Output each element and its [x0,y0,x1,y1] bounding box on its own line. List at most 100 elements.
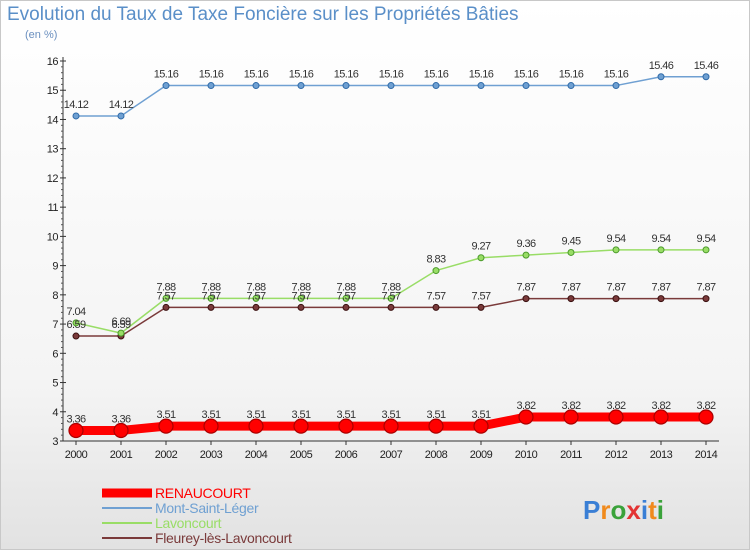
data-label: 7.87 [696,282,715,294]
series-2 [72,246,710,337]
x-tick-label: 2004 [245,449,268,461]
data-point [702,246,710,254]
data-label: 9.54 [696,233,715,245]
y-tick-label: 3 [52,436,58,448]
data-point [387,294,395,302]
data-label: 15.46 [649,60,674,72]
data-label: 3.82 [696,400,715,412]
data-point [158,418,174,434]
data-label: 3.51 [336,409,355,421]
data-label: 7.87 [606,282,625,294]
x-tick-label: 2003 [200,449,223,461]
data-label: 15.16 [559,69,584,81]
data-point [698,409,714,425]
data-point [293,418,309,434]
data-label: 7.04 [66,306,85,318]
data-point [252,303,260,311]
data-label: 7.88 [246,281,265,293]
data-point [657,246,665,254]
data-point [297,294,305,302]
data-point [342,294,350,302]
data-label: 15.16 [514,69,539,81]
logo-text: Proxiti [583,495,664,525]
data-point [162,82,170,90]
y-tick-label: 6 [52,348,58,360]
data-label: 7.87 [516,282,535,294]
x-tick-label: 2005 [290,449,313,461]
legend-swatch [102,507,152,509]
data-label: 9.54 [606,233,625,245]
data-point [72,319,80,327]
series-labels-2: 7.04 6.69 7.88 7.88 7.88 7.88 7.88 7.88 8.83 9.27… [66,233,716,328]
data-label: 3.82 [606,400,625,412]
data-label: 7.88 [291,281,310,293]
legend-swatch [102,488,152,498]
data-point [113,422,129,439]
data-label: 3.36 [66,413,85,425]
data-point [702,295,710,303]
x-tick-label: 2010 [515,449,538,461]
data-label: 3.51 [156,409,175,421]
x-tick-label: 2009 [470,449,493,461]
legend-label: Fleurey-lès-Lavoncourt [155,530,292,546]
legend: RENAUCOURTMont-Saint-LégerLavoncourtFleu… [102,485,292,546]
data-point [612,295,620,303]
y-tick-label: 7 [52,319,58,331]
data-point [522,295,530,303]
axes: 3 4 5 6 7 8 9 10 11 12 13 14 15 16 2000 2001 2002 2003 200… [47,56,719,461]
x-tick-label: 2013 [650,449,673,461]
legend-swatch [102,522,152,524]
x-tick-label: 2002 [155,449,178,461]
data-label: 3.51 [291,409,310,421]
data-label: 7.57 [471,290,490,302]
data-label: 8.83 [426,254,445,266]
data-point [162,294,170,302]
data-point [612,82,620,90]
data-label: 7.57 [201,290,220,302]
data-label: 15.16 [604,69,629,81]
y-tick-label: 16 [47,56,59,68]
chart-unit-label: (en %) [25,29,58,41]
data-point [342,82,350,90]
data-label: 3.82 [651,400,670,412]
data-point [297,82,305,90]
y-tick-label: 8 [52,290,58,302]
data-label: 6.59 [66,319,85,331]
data-label: 14.12 [109,99,134,111]
data-point [477,82,485,90]
data-point [68,422,84,439]
data-point [383,418,399,434]
data-label: 3.82 [561,400,580,412]
x-tick-label: 2000 [65,449,88,461]
data-label: 7.57 [381,290,400,302]
data-point [387,82,395,90]
data-label: 3.51 [201,409,220,421]
data-label: 7.57 [336,290,355,302]
data-point [432,82,440,90]
data-label: 7.88 [381,281,400,293]
data-point [428,418,444,434]
x-tick-label: 2006 [335,449,358,461]
data-point [522,82,530,90]
chart-title: Evolution du Taux de Taxe Foncière sur l… [7,4,519,25]
data-point [567,82,575,90]
legend-entry: Fleurey-lès-Lavoncourt [102,530,292,546]
data-point [477,303,485,311]
data-point [473,418,489,434]
data-label: 6.69 [111,316,130,328]
data-point [248,418,264,434]
y-tick-label: 14 [47,114,59,126]
y-tick-label: 11 [48,202,59,214]
data-label: 3.51 [426,409,445,421]
data-point [567,295,575,303]
data-label: 7.87 [561,282,580,294]
data-label: 7.87 [651,282,670,294]
data-label: 3.82 [516,400,535,412]
data-label: 15.16 [154,69,179,81]
legend-swatch [102,537,152,539]
data-label: 15.16 [199,69,224,81]
data-label: 9.45 [561,235,580,247]
data-point [203,418,219,434]
